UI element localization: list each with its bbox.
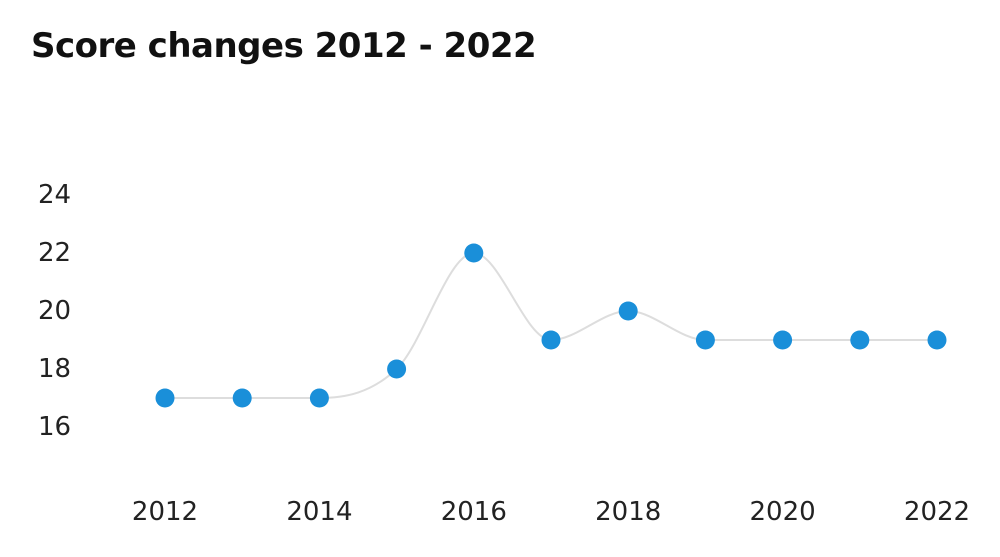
data-point[interactable] xyxy=(927,330,947,350)
y-tick-label: 24 xyxy=(38,180,71,210)
data-point[interactable] xyxy=(695,330,715,350)
y-tick-label: 18 xyxy=(38,354,71,384)
y-axis: 24 22 20 18 16 xyxy=(38,180,71,442)
series-line xyxy=(165,251,937,400)
data-point[interactable] xyxy=(850,330,870,350)
x-tick-label: 2014 xyxy=(286,497,352,527)
chart-title: Score changes 2012 - 2022 xyxy=(31,26,537,66)
data-point[interactable] xyxy=(773,330,793,350)
x-tick-label: 2020 xyxy=(750,497,816,527)
y-tick-label: 16 xyxy=(38,412,71,442)
data-point[interactable] xyxy=(232,388,252,408)
data-point[interactable] xyxy=(541,330,561,350)
data-points xyxy=(155,243,947,408)
data-point[interactable] xyxy=(387,359,407,379)
y-tick-label: 20 xyxy=(38,296,71,326)
data-point[interactable] xyxy=(155,388,175,408)
x-tick-label: 2022 xyxy=(904,497,970,527)
y-tick-label: 22 xyxy=(38,238,71,268)
data-point[interactable] xyxy=(464,243,484,263)
x-tick-label: 2016 xyxy=(441,497,507,527)
x-tick-label: 2012 xyxy=(132,497,198,527)
data-point[interactable] xyxy=(618,301,638,321)
data-point[interactable] xyxy=(309,388,329,408)
x-tick-label: 2018 xyxy=(595,497,661,527)
x-axis: 2012 2014 2016 2018 2020 2022 xyxy=(132,497,970,527)
